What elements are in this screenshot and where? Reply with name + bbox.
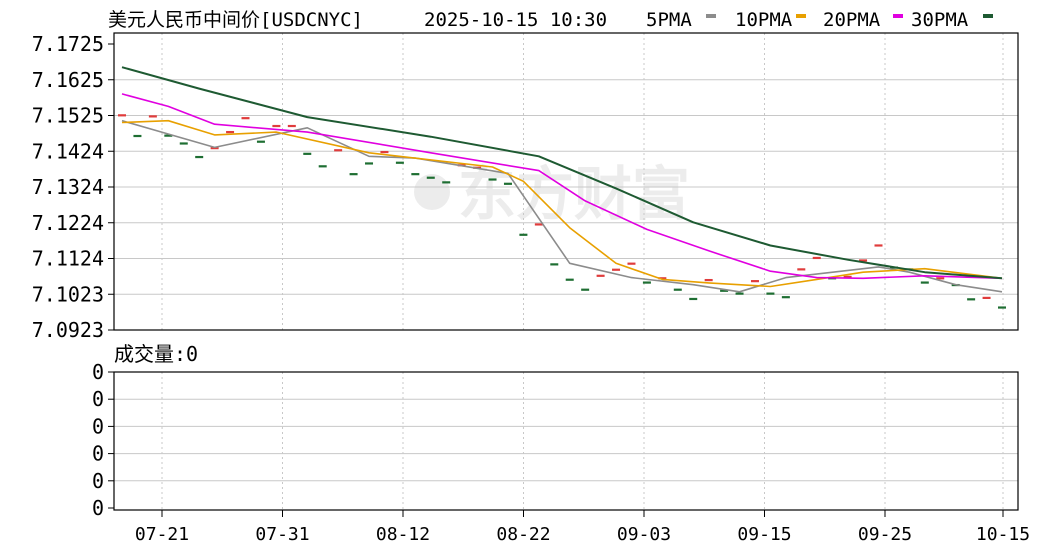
y-tick-label: 7.1324 [32, 175, 104, 199]
ma-line-20pma [121, 93, 1003, 280]
legend-swatch-20pma [893, 14, 903, 18]
x-tick-label: 08-22 [496, 524, 550, 545]
legend-label-5pma: 5PMA [646, 9, 692, 31]
chart-legend: 5PMA 10PMA 20PMA 30PMA [646, 9, 993, 31]
y-tick-label: 7.1725 [32, 32, 104, 56]
x-tick-label: 10-15 [976, 524, 1030, 545]
volume-panel-frame [113, 371, 1019, 511]
legend-swatch-30pma [983, 14, 993, 18]
x-tick-label: 09-25 [858, 524, 912, 545]
legend-label-10pma: 10PMA [735, 9, 793, 31]
price-ticks [118, 114, 1006, 309]
y-tick-label: 7.1625 [32, 68, 104, 92]
y-tick-label: 7.1224 [32, 211, 104, 235]
ma-line-30pma [121, 66, 1003, 280]
volume-y-tick-label: 0 [92, 414, 104, 438]
volume-y-tick-label: 0 [92, 387, 104, 411]
x-axis: 07-21 07-31 08-12 08-22 09-03 09-15 09-25 10-15 [135, 510, 1030, 545]
y-tick-label: 7.0923 [32, 318, 104, 342]
x-tick-label: 09-15 [737, 524, 791, 545]
x-tick-label: 07-21 [135, 524, 189, 545]
volume-y-tick-label: 0 [92, 496, 104, 520]
y-tick-label: 7.1525 [32, 104, 104, 128]
volume-y-axis: 0 0 0 0 0 0 [92, 360, 114, 520]
x-tick-label: 09-03 [617, 524, 671, 545]
main-panel-frame [113, 32, 1019, 331]
volume-y-tick-label: 0 [92, 469, 104, 493]
x-tick-label: 07-31 [255, 524, 309, 545]
volume-y-tick-label: 0 [92, 442, 104, 466]
main-y-axis: 7.1725 7.1625 7.1525 7.1424 7.1324 7.1224 7.11… [32, 32, 114, 342]
legend-label-30pma: 30PMA [911, 9, 969, 31]
chart-title: 美元人民币中间价[USDCNYC] [108, 9, 363, 31]
y-tick-label: 7.1424 [32, 139, 104, 163]
legend-swatch-5pma [706, 14, 716, 18]
legend-swatch-10pma [796, 14, 806, 18]
volume-y-tick-label: 0 [92, 360, 104, 384]
legend-label-20pma: 20PMA [823, 9, 881, 31]
chart-timestamp: 2025-10-15 10:30 [424, 9, 607, 31]
y-tick-label: 7.1124 [32, 247, 104, 271]
ma-line-10pma [121, 119, 1003, 288]
y-tick-label: 7.1023 [32, 282, 104, 306]
volume-title: 成交量:0 [114, 342, 198, 366]
volume-panel-grid [114, 372, 1018, 510]
x-tick-label: 08-12 [376, 524, 430, 545]
moving-average-lines [121, 66, 1003, 293]
